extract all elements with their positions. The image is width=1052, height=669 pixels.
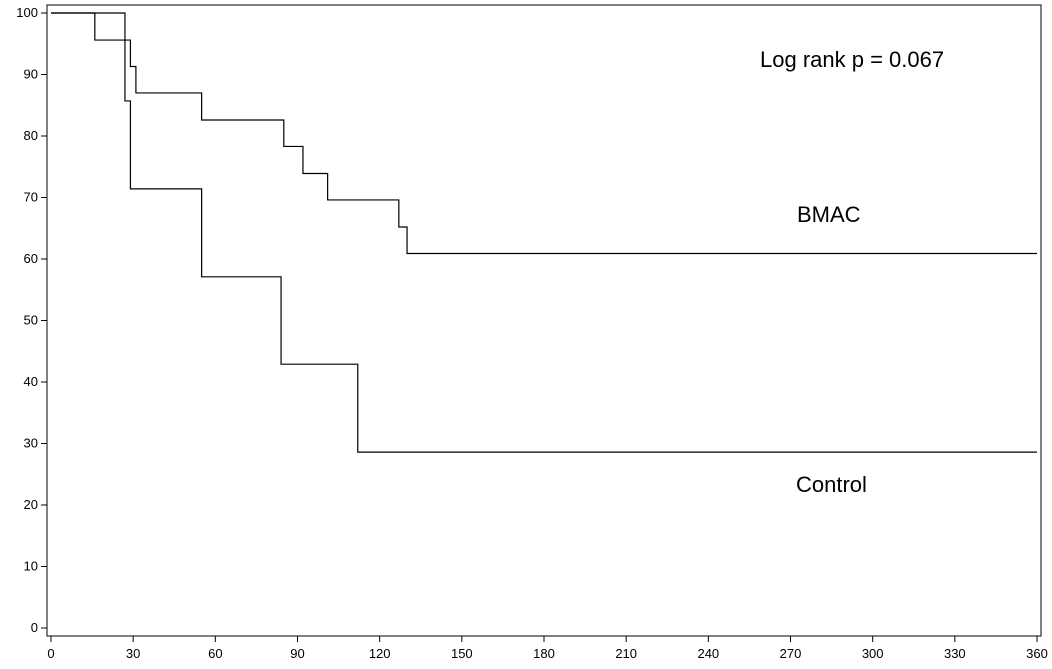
- x-tick-label: 30: [126, 646, 140, 661]
- x-tick-label: 90: [290, 646, 304, 661]
- y-tick-label: 30: [24, 436, 38, 451]
- y-tick-label: 40: [24, 374, 38, 389]
- y-axis: 0 10 20 30 40 50 60 70 80 90 100: [16, 5, 47, 635]
- x-tick-label: 210: [615, 646, 637, 661]
- y-tick-label: 50: [24, 313, 38, 328]
- x-tick-label: 240: [697, 646, 719, 661]
- series-label-bmac: BMAC: [797, 202, 861, 227]
- x-tick-label: 60: [208, 646, 222, 661]
- y-tick-label: 20: [24, 497, 38, 512]
- x-tick-label: 330: [944, 646, 966, 661]
- x-tick-label: 0: [47, 646, 54, 661]
- y-tick-label: 70: [24, 190, 38, 205]
- x-tick-label: 150: [451, 646, 473, 661]
- log-rank-annotation: Log rank p = 0.067: [760, 47, 944, 72]
- y-tick-label: 10: [24, 559, 38, 574]
- x-axis: 0 30 60 90 120 150 180 210 240 270 300 330 360: [47, 636, 1048, 661]
- x-tick-label: 360: [1026, 646, 1048, 661]
- y-tick-label: 0: [31, 620, 38, 635]
- series-layer: [51, 12, 1037, 453]
- x-tick-label: 120: [369, 646, 391, 661]
- x-tick-label: 300: [862, 646, 884, 661]
- y-tick-label: 60: [24, 251, 38, 266]
- series-line-control: [51, 12, 1037, 453]
- y-tick-label: 100: [16, 5, 38, 20]
- plot-frame: [46, 4, 1042, 637]
- series-label-control: Control: [796, 472, 867, 497]
- x-tick-label: 180: [533, 646, 555, 661]
- y-tick-label: 90: [24, 67, 38, 82]
- series-line-bmac: [51, 12, 1037, 255]
- y-tick-label: 80: [24, 128, 38, 143]
- x-tick-label: 270: [780, 646, 802, 661]
